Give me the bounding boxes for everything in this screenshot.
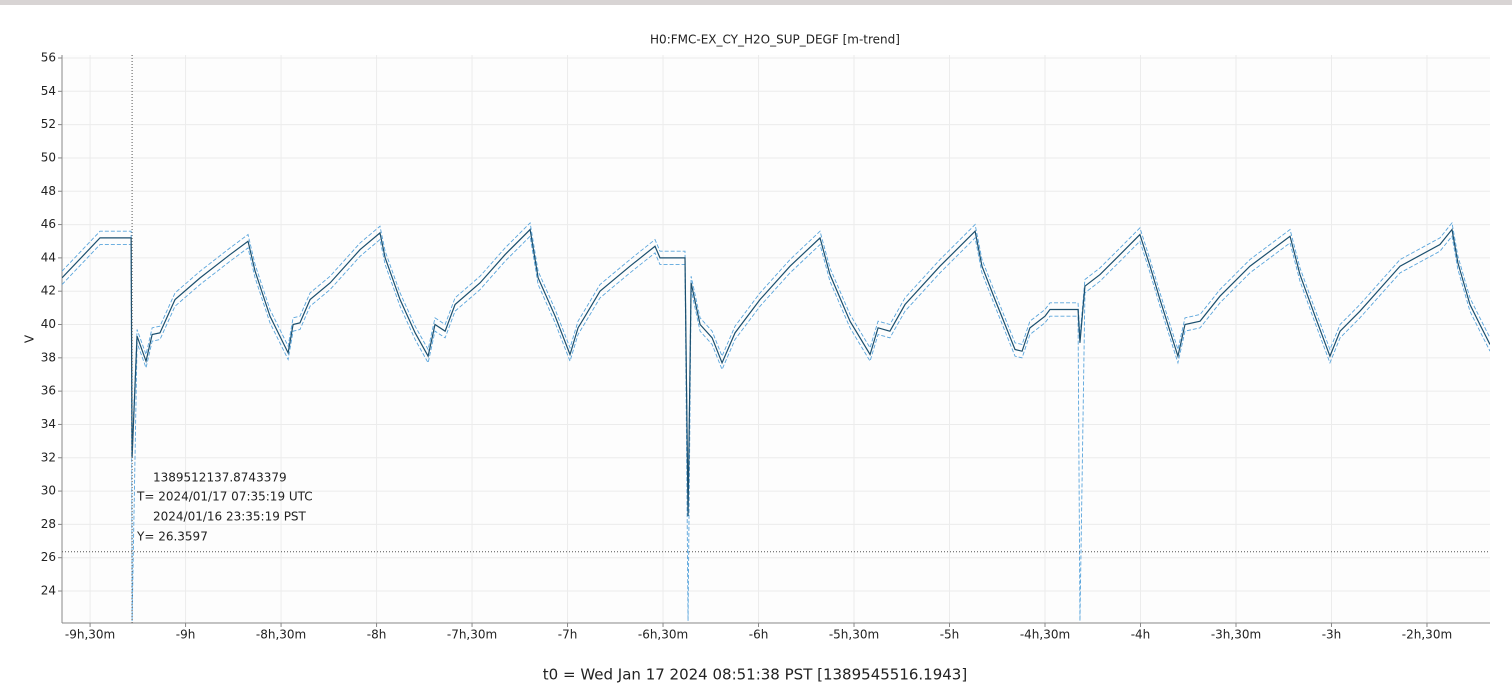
y-axis-label: V bbox=[23, 334, 37, 343]
x-tick-label: -8h bbox=[367, 628, 387, 642]
x-tick-label: -4h bbox=[1131, 628, 1151, 642]
y-tick-label: 48 bbox=[41, 184, 56, 198]
x-tick-label: -4h,30m bbox=[1020, 628, 1070, 642]
y-tick-label: 46 bbox=[41, 217, 56, 231]
series-line bbox=[62, 235, 1490, 622]
y-tick-label: 26 bbox=[41, 550, 56, 564]
y-tick-label: 42 bbox=[41, 284, 56, 298]
x-tick-label: -8h,30m bbox=[256, 628, 306, 642]
x-tick-label: -6h,30m bbox=[638, 628, 688, 642]
y-tick-label: 50 bbox=[41, 150, 56, 164]
chart-title: H0:FMC-EX_CY_H2O_SUP_DEGF [m-trend] bbox=[650, 33, 900, 47]
y-tick-label: 24 bbox=[41, 584, 56, 598]
y-tick-label: 34 bbox=[41, 417, 56, 431]
y-tick-label: 54 bbox=[41, 84, 56, 98]
y-tick-label: 40 bbox=[41, 317, 56, 331]
y-tick-label: 52 bbox=[41, 117, 56, 131]
x-tick-label: -6h bbox=[749, 628, 769, 642]
x-tick-label: -2h,30m bbox=[1402, 628, 1452, 642]
x-tick-label: -7h,30m bbox=[447, 628, 497, 642]
y-tick-label: 44 bbox=[41, 250, 56, 264]
x-tick-label: -9h bbox=[176, 628, 196, 642]
series-line bbox=[62, 228, 1490, 517]
cursor-label: 2024/01/16 23:35:19 PST bbox=[153, 510, 307, 524]
x-tick-label: -5h,30m bbox=[829, 628, 879, 642]
x-tick-label: -3h,30m bbox=[1211, 628, 1261, 642]
y-tick-label: 38 bbox=[41, 350, 56, 364]
plot-area bbox=[62, 55, 1490, 623]
x-axis-label: t0 = Wed Jan 17 2024 08:51:38 PST [13895… bbox=[543, 666, 967, 684]
x-tick-label: -9h,30m bbox=[65, 628, 115, 642]
y-tick-label: 30 bbox=[41, 484, 56, 498]
cursor-label: 1389512137.8743379 bbox=[153, 471, 287, 485]
x-tick-label: -5h bbox=[940, 628, 960, 642]
x-tick-label: -7h bbox=[558, 628, 578, 642]
y-tick-label: 32 bbox=[41, 450, 56, 464]
y-tick-label: 28 bbox=[41, 517, 56, 531]
top-border bbox=[0, 0, 1512, 5]
cursor-label: T= 2024/01/17 07:35:19 UTC bbox=[136, 490, 313, 504]
x-tick-label: -3h bbox=[1322, 628, 1342, 642]
y-tick-label: 56 bbox=[41, 50, 56, 64]
cursor-label: Y= 26.3597 bbox=[136, 530, 208, 544]
y-tick-label: 36 bbox=[41, 384, 56, 398]
